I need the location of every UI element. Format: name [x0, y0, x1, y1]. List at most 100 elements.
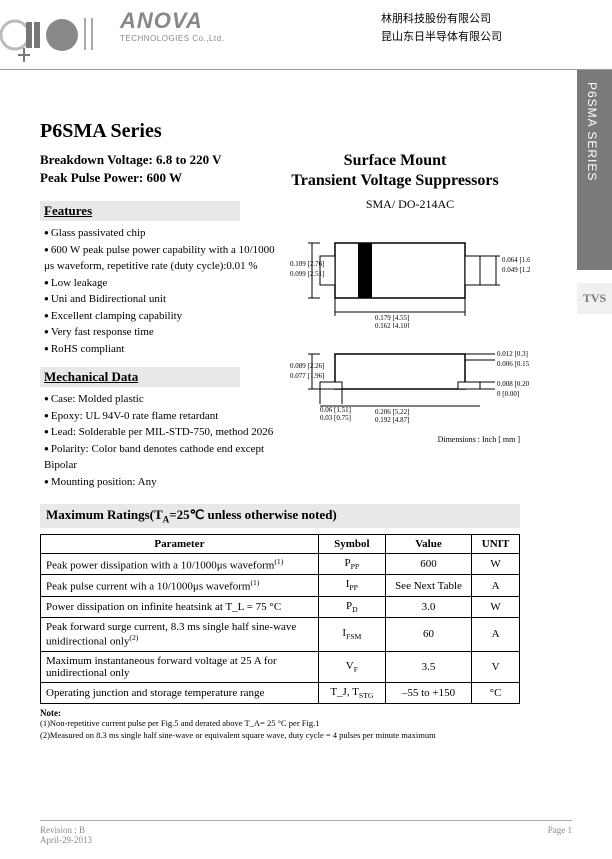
subtitle-2: Transient Voltage Suppressors [270, 171, 520, 191]
value-cell: See Next Table [385, 575, 471, 597]
content-area: P6SMA Series Breakdown Voltage: 6.8 to 2… [0, 70, 570, 742]
table-row: Peak forward surge current, 8.3 ms singl… [41, 618, 520, 652]
features-heading: Features [40, 201, 240, 221]
footer-left: Revision : B April-29-2013 [40, 825, 92, 845]
table-row: Maximum instantaneous forward voltage at… [41, 651, 520, 682]
svg-text:0.006 [0.15]: 0.006 [0.15] [497, 360, 530, 368]
svg-text:0.077 [1.96]: 0.077 [1.96] [290, 372, 324, 380]
svg-text:0.089 [2.26]: 0.089 [2.26] [290, 362, 324, 370]
symbol-cell: IFSM [318, 618, 385, 652]
spec-block: Breakdown Voltage: 6.8 to 220 V Peak Pul… [40, 151, 222, 187]
param-cell: Peak forward surge current, 8.3 ms singl… [41, 618, 319, 652]
header-chinese: 林朋科技股份有限公司 昆山东日半导体有限公司 [381, 10, 502, 46]
product-subtitle: Surface Mount Transient Voltage Suppress… [270, 151, 520, 191]
col-parameter: Parameter [41, 534, 319, 553]
feature-item: 600 W peak pulse power capability with a… [44, 242, 280, 275]
logo-subtext: TECHNOLOGIES Co.,Ltd. [120, 34, 224, 43]
symbol-cell: PPP [318, 553, 385, 575]
package-label: SMA/ DO-214AC [290, 197, 530, 212]
dimensions-units: Dimensions : Inch [ mm ] [290, 435, 530, 444]
table-row: Peak pulse current wih a 10/1000μs wavef… [41, 575, 520, 597]
mechanical-list: Case: Molded plastic Epoxy: UL 94V-0 rat… [40, 391, 280, 490]
unit-cell: °C [472, 682, 520, 703]
feature-item: Glass passivated chip [44, 225, 280, 242]
param-cell: Peak power dissipation with a 10/1000μs … [41, 553, 319, 575]
note-label: Note: [40, 708, 520, 718]
mechanical-item: Polarity: Color band denotes cathode end… [44, 441, 280, 474]
svg-text:0.162 [4.10]: 0.162 [4.10] [375, 322, 409, 328]
svg-text:0.06 [1.51]: 0.06 [1.51] [320, 406, 351, 414]
unit-cell: A [472, 618, 520, 652]
cn-company-1: 林朋科技股份有限公司 [381, 10, 502, 28]
mechanical-item: Case: Molded plastic [44, 391, 280, 408]
page-number: Page 1 [548, 825, 572, 845]
company-logo: ANOVA TECHNOLOGIES Co.,Ltd. [120, 8, 224, 43]
mechanical-item: Epoxy: UL 94V-0 rate flame retardant [44, 408, 280, 425]
col-symbol: Symbol [318, 534, 385, 553]
svg-text:0.012 [0.3]: 0.012 [0.3] [497, 350, 528, 358]
svg-text:0.099 [2.51]: 0.099 [2.51] [290, 270, 324, 278]
subtitle-1: Surface Mount [270, 151, 520, 171]
diagram-area: SMA/ DO-214AC 0.064 [1.63] 0.049 [1.23] … [290, 191, 530, 490]
value-cell: 60 [385, 618, 471, 652]
table-row: Peak power dissipation with a 10/1000μs … [41, 553, 520, 575]
col-value: Value [385, 534, 471, 553]
svg-text:0.192 [4.87]: 0.192 [4.87] [375, 416, 409, 424]
mechanical-heading: Mechanical Data [40, 367, 240, 387]
feature-item: Very fast response time [44, 324, 280, 341]
note-1: (1)Non-repetitive current pulse per Fig.… [40, 718, 520, 730]
param-cell: Maximum instantaneous forward voltage at… [41, 651, 319, 682]
symbol-cell: PD [318, 596, 385, 617]
unit-cell: A [472, 575, 520, 597]
feature-item: Low leakage [44, 275, 280, 292]
page-footer: Revision : B April-29-2013 Page 1 [40, 820, 572, 845]
revision: Revision : B [40, 825, 92, 835]
svg-text:0.03 [0.75]: 0.03 [0.75] [320, 414, 351, 422]
table-row: Operating junction and storage temperatu… [41, 682, 520, 703]
value-cell: 3.0 [385, 596, 471, 617]
table-row: Power dissipation on infinite heatsink a… [41, 596, 520, 617]
svg-text:0.109 [2.76]: 0.109 [2.76] [290, 260, 324, 268]
svg-text:0.206 [5.22]: 0.206 [5.22] [375, 408, 409, 416]
value-cell: –55 to +150 [385, 682, 471, 703]
svg-text:0.064 [1.63]: 0.064 [1.63] [502, 256, 530, 264]
col-unit: UNIT [472, 534, 520, 553]
side-tab-tvs: TVS [577, 283, 612, 314]
peak-power: Peak Pulse Power: 600 W [40, 169, 222, 187]
feature-item: Excellent clamping capability [44, 308, 280, 325]
svg-text:0.179 [4.55]: 0.179 [4.55] [375, 314, 409, 322]
symbol-cell: VF [318, 651, 385, 682]
svg-text:0 [0.00]: 0 [0.00] [497, 390, 519, 398]
unit-cell: W [472, 596, 520, 617]
mechanical-item: Mounting position: Any [44, 474, 280, 491]
breakdown-voltage: Breakdown Voltage: 6.8 to 220 V [40, 151, 222, 169]
decorative-icons [0, 10, 110, 65]
package-side-diagram: 0.012 [0.3] 0.006 [0.15] 0.089 [2.26] 0.… [290, 334, 530, 429]
param-cell: Peak pulse current wih a 10/1000μs wavef… [41, 575, 319, 597]
symbol-cell: IPP [318, 575, 385, 597]
ratings-heading: Maximum Ratings(TA=25℃ unless otherwise … [40, 504, 520, 528]
mechanical-item: Lead: Solderable per MIL-STD-750, method… [44, 424, 280, 441]
svg-text:0.008 [0.20]: 0.008 [0.20] [497, 380, 530, 388]
param-cell: Power dissipation on infinite heatsink a… [41, 596, 319, 617]
unit-cell: W [472, 553, 520, 575]
feature-item: RoHS compliant [44, 341, 280, 358]
svg-text:0.049 [1.23]: 0.049 [1.23] [502, 266, 530, 274]
value-cell: 600 [385, 553, 471, 575]
page-header: ANOVA TECHNOLOGIES Co.,Ltd. 林朋科技股份有限公司 昆… [0, 0, 612, 70]
ratings-table: Parameter Symbol Value UNIT Peak power d… [40, 534, 520, 704]
features-list: Glass passivated chip 600 W peak pulse p… [40, 225, 280, 357]
table-header-row: Parameter Symbol Value UNIT [41, 534, 520, 553]
logo-text: ANOVA [120, 8, 224, 34]
note-2: (2)Measured on 8.3 ms single half sine-w… [40, 730, 520, 742]
cn-company-2: 昆山东日半导体有限公司 [381, 28, 502, 46]
param-cell: Operating junction and storage temperatu… [41, 682, 319, 703]
package-top-diagram: 0.064 [1.63] 0.049 [1.23] 0.109 [2.76] 0… [290, 218, 530, 328]
side-tab-series: P6SMA SERIES [577, 70, 607, 193]
left-column: Features Glass passivated chip 600 W pea… [40, 191, 280, 490]
feature-item: Uni and Bidirectional unit [44, 291, 280, 308]
unit-cell: V [472, 651, 520, 682]
date: April-29-2013 [40, 835, 92, 845]
side-tab: P6SMA SERIES [577, 70, 612, 270]
symbol-cell: T_J, TSTG [318, 682, 385, 703]
